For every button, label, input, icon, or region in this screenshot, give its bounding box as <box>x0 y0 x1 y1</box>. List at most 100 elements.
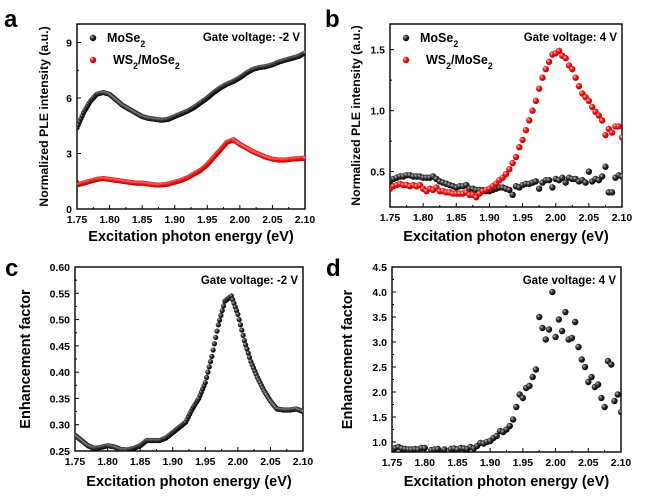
y-tick-label: 4.5 <box>372 262 387 274</box>
data-point <box>539 74 546 81</box>
data-point <box>582 179 589 186</box>
data-point <box>302 50 305 56</box>
x-axis-title: Excitation photon energy (eV) <box>404 474 610 490</box>
data-point <box>562 179 569 186</box>
data-point <box>300 408 303 415</box>
legend-marker-black <box>89 34 97 42</box>
data-point <box>209 353 215 359</box>
series-mose2 <box>390 163 622 198</box>
data-point <box>614 391 621 398</box>
data-point <box>203 374 210 380</box>
x-tick-label: 1.85 <box>446 212 467 224</box>
data-point <box>617 408 621 416</box>
data-point <box>516 144 523 151</box>
y-axis-title: Normalized PLE intensity (a.u.) <box>349 25 363 205</box>
data-point <box>241 338 247 344</box>
data-point <box>245 350 251 356</box>
x-tick-label: 2.05 <box>579 212 600 224</box>
data-point <box>206 364 212 370</box>
data-point <box>237 322 244 328</box>
x-tick-label: 2.00 <box>230 214 251 226</box>
y-tick-label: 1.5 <box>372 412 387 424</box>
data-point <box>205 369 211 375</box>
gate-voltage-annotation: Gate voltage: -2 V <box>201 275 298 287</box>
data-point <box>421 444 428 452</box>
legend-marker-red <box>402 56 410 64</box>
data-point <box>549 184 556 191</box>
series-mose2 <box>77 50 305 131</box>
x-axis-title: Excitation photon energy (eV) <box>403 229 609 245</box>
data-point <box>608 189 616 196</box>
y-tick-label: 2.0 <box>372 387 387 399</box>
x-tick-label: 2.10 <box>612 212 633 224</box>
data-point <box>572 74 579 81</box>
data-point <box>519 394 527 402</box>
y-axis-title: Enhancement factor <box>18 289 34 429</box>
data-point <box>607 361 615 368</box>
data-point <box>519 136 526 144</box>
data-point <box>572 318 579 326</box>
y-tick-label: 9 <box>66 38 72 50</box>
x-tick-label: 1.85 <box>447 457 468 469</box>
panel-d: d 1.75 1.80 1.85 1.90 1.95 2.00 2.05 2.10 1.0 1.5 2… <box>326 255 631 490</box>
data-point <box>219 308 225 314</box>
y-tick-label: 0.45 <box>50 341 71 353</box>
x-tick-label: 2.05 <box>262 214 283 226</box>
data-point <box>502 170 510 178</box>
data-point <box>615 123 622 130</box>
data-point <box>532 178 540 185</box>
x-tick-label: 1.95 <box>195 456 216 468</box>
x-tick-label: 1.95 <box>513 457 534 469</box>
y-tick-label: 2.5 <box>372 362 387 374</box>
panel-letter: b <box>325 6 340 33</box>
data-point <box>585 378 592 386</box>
x-tick-label: 1.90 <box>164 214 185 226</box>
data-point <box>235 311 241 317</box>
x-tick-label: 1.80 <box>99 214 120 226</box>
legend-label: MoSe2 <box>107 31 145 49</box>
data-point <box>535 185 543 192</box>
data-point <box>532 97 540 105</box>
data-point <box>536 313 543 321</box>
gate-voltage-annotation: Gate voltage: 4 V <box>523 275 617 287</box>
data-point <box>215 322 221 328</box>
data-point <box>598 117 606 124</box>
data-point <box>545 326 553 333</box>
legend-marker-red <box>89 56 97 64</box>
series-enhancement-factor <box>392 288 621 452</box>
plot-frame <box>74 266 304 452</box>
data-point <box>588 103 596 111</box>
data-point <box>611 397 618 405</box>
data-point <box>575 343 582 351</box>
data-point <box>441 446 448 452</box>
legend-label: MoSe2 <box>420 31 458 49</box>
x-tick-label: 1.90 <box>162 456 183 468</box>
plot-frame <box>391 266 622 453</box>
y-tick-label: 1.0 <box>370 106 385 118</box>
x-axis-title: Excitation photon energy (eV) <box>88 229 294 245</box>
data-point <box>559 174 566 181</box>
data-point <box>602 163 609 170</box>
data-point <box>513 403 520 411</box>
y-tick-label: 0.55 <box>50 288 71 300</box>
y-tick-label: 6 <box>66 93 72 105</box>
data-point <box>302 155 305 161</box>
data-point <box>585 168 593 175</box>
data-point <box>207 359 214 365</box>
data-point <box>545 58 553 66</box>
data-point <box>552 333 559 341</box>
y-tick-label: 0.25 <box>50 446 71 458</box>
legend-marker-black <box>402 34 410 42</box>
y-tick-label: 3.0 <box>372 337 387 349</box>
data-point <box>202 380 208 386</box>
data-point <box>601 403 608 411</box>
y-tick-label: 0.50 <box>50 315 71 327</box>
x-tick-label: 1.80 <box>414 457 435 469</box>
data-point <box>542 336 549 343</box>
data-point <box>218 312 224 318</box>
data-point <box>602 131 609 139</box>
gate-voltage-annotation: Gate voltage: 4 V <box>524 32 618 44</box>
data-point <box>598 394 605 402</box>
y-tick-label: 0.40 <box>50 367 71 379</box>
